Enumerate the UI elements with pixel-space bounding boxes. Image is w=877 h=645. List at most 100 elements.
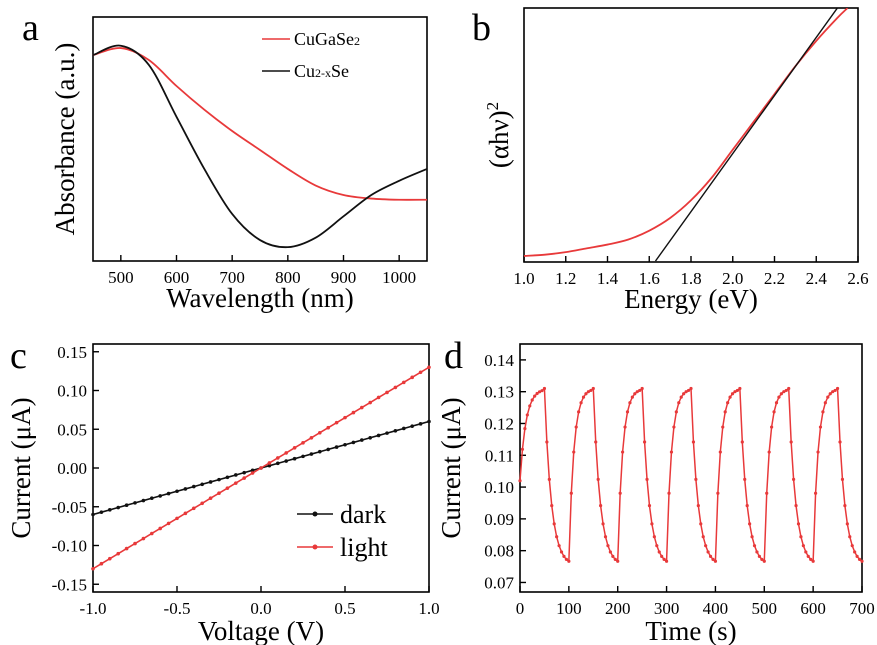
point-photoresponse [811,559,815,563]
point-light [250,471,255,475]
point-dark [410,424,415,428]
point-dark [150,496,154,501]
point-dark [192,484,196,489]
panel-d-ytick-label: 0.09 [484,510,514,529]
point-light [376,395,381,400]
point-photoresponse [520,447,525,451]
point-dark [242,470,246,475]
point-dark [393,429,398,433]
point-light [133,541,137,546]
point-photoresponse [525,413,529,417]
point-photoresponse [835,386,840,391]
panel-d-xtick-label: 500 [752,599,778,618]
point-photoresponse [713,559,718,563]
point-photoresponse [718,450,722,454]
point-photoresponse [616,559,620,563]
point-photoresponse [843,503,847,508]
point-photoresponse [684,390,688,394]
panel-c-ylabel: Current (μA) [6,397,36,538]
panel-c-xtick-label: 0.5 [334,599,355,618]
panel-b-xtick-label: 2.0 [722,269,743,288]
point-light [343,415,347,420]
panel-a-xtick-label: 700 [219,268,245,287]
panel-a-xtick-label: 500 [108,268,134,287]
panel-d-ytick-label: 0.13 [484,383,514,402]
point-photoresponse [740,440,744,444]
panel-b-xtick-label: 1.8 [680,269,701,288]
point-photoresponse [801,544,805,548]
point-photoresponse [701,535,705,539]
point-photoresponse [591,386,595,391]
point-photoresponse [704,544,708,548]
point-light [192,506,196,511]
panel-d-xlabel: Time (s) [645,616,736,645]
point-dark [250,468,255,473]
panel-b-xtick-label: 1.4 [597,269,619,288]
panel-d-xtick-label: 700 [849,599,875,618]
point-photoresponse [682,392,686,396]
panel-d-ytick-label: 0.10 [484,478,514,497]
point-dark [402,426,406,431]
panel-c-legend: dark light [297,500,388,562]
point-photoresponse [623,425,627,429]
point-dark [326,447,331,452]
point-light [141,536,146,541]
point-photoresponse [533,394,537,398]
point-photoresponse [589,388,593,393]
point-photoresponse [735,388,740,393]
point-light [91,566,95,571]
point-photoresponse [711,557,715,562]
panel-b-xtick-label: 1.0 [513,269,534,288]
panel-a-legend: CuGaSe2 Cu2-xSe [262,29,360,81]
point-light [200,501,204,506]
point-photoresponse [586,390,591,394]
point-photoresponse [601,522,605,526]
point-photoresponse [652,535,656,539]
point-photoresponse [567,559,571,563]
point-photoresponse [545,440,549,444]
panel-c-xtick-label: -1.0 [80,599,107,618]
point-photoresponse [853,550,857,554]
panel-b-xtick-label: 1.6 [639,269,660,288]
point-light [393,385,398,390]
panel-c-ytick-label: -0.05 [52,498,87,517]
legend-marker-light [312,544,318,550]
point-photoresponse [816,450,820,454]
panel-c-ytick-label: -0.15 [52,575,87,594]
point-photoresponse [743,477,747,482]
panel-d-xticks: 0 100 200 300 400 500 600 700 [516,586,875,618]
panel-a-letter: a [22,7,39,49]
point-dark [116,505,120,510]
panel-d-ytick-label: 0.12 [484,414,514,433]
point-dark [276,461,280,466]
point-light [124,546,129,551]
panel-b-letter: b [472,7,491,49]
point-dark [343,442,347,447]
point-dark [334,445,339,449]
point-photoresponse [699,522,703,526]
panel-c-xticks: -1.0 -0.5 0.0 0.5 1.0 [80,586,440,618]
point-light [267,461,272,465]
point-light [175,516,179,521]
panel-d: d 0 100 200 300 400 500 600 700 0.07 0.08 0.09 0.1… [436,335,875,645]
point-dark [309,452,314,456]
panel-b: b 1.0 1.2 1.4 1.6 1.8 2.0 2.2 2.4 2.6 Energy (eV… [472,7,869,314]
point-dark [166,491,171,496]
point-photoresponse [645,477,649,482]
panel-c: c -1.0 -0.5 0.0 0.5 1.0 -0.15 -0.10 -0.05 0.00 0… [6,335,440,645]
point-light [208,496,213,501]
panel-b-xtick-label: 2.6 [847,269,868,288]
point-photoresponse [696,503,700,508]
panel-d-ytick-label: 0.14 [484,351,514,370]
point-photoresponse [809,557,813,562]
panel-b-xtick-label: 2.2 [764,269,785,288]
panel-d-ytick-label: 0.07 [484,573,514,592]
point-photoresponse [540,389,544,393]
point-photoresponse [572,450,576,454]
point-photoresponse [826,395,830,399]
point-photoresponse [669,450,674,454]
point-photoresponse [726,401,730,405]
point-photoresponse [528,404,532,408]
panel-c-ytick-label: -0.10 [52,537,87,556]
